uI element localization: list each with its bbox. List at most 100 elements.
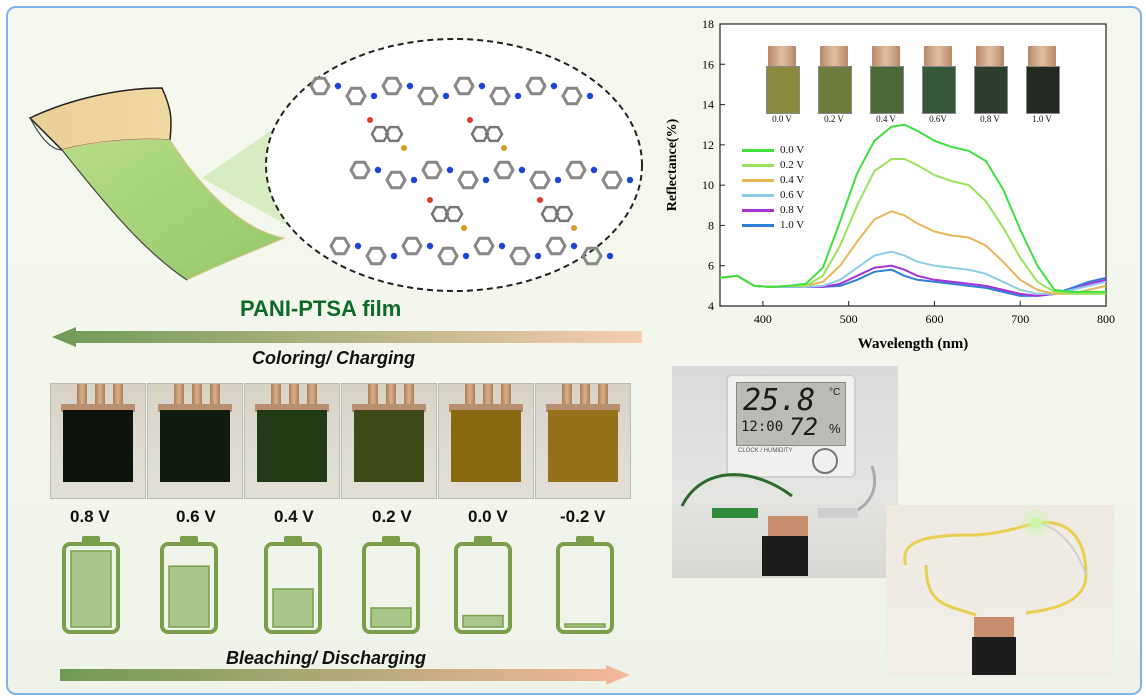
inset-label: 0.4 V (876, 114, 896, 124)
inset-strip: 1.0 V (1022, 46, 1062, 128)
legend-label: 0.2 V (780, 159, 805, 171)
y-tick-label: 18 (702, 17, 714, 31)
benzene-ring (381, 76, 403, 96)
sulfur-atom (501, 145, 507, 151)
inset-strip: 0.2 V (814, 46, 854, 128)
film-sample (160, 410, 230, 482)
ptsa-ring (370, 125, 390, 143)
inset-label: 0.2 V (824, 114, 844, 124)
benzene-ring (493, 160, 515, 180)
inset-film (870, 66, 904, 114)
inset-label: 0.8 V (980, 114, 1000, 124)
nitrogen-atom (478, 82, 486, 90)
figure-frame: PANI-PTSA film Coloring/ Charging Bleach… (6, 6, 1142, 695)
nitrogen-atom (410, 176, 418, 184)
ptsa-ring (540, 205, 560, 223)
nitrogen-atom (482, 176, 490, 184)
nitrogen-atom (370, 92, 378, 100)
benzene-ring (437, 246, 459, 266)
nitrogen-atom (406, 82, 414, 90)
legend-swatch (742, 163, 774, 167)
legend-swatch (742, 223, 774, 227)
benzene-ring (457, 170, 479, 190)
nitrogen-atom (462, 252, 470, 260)
sulfur-atom (461, 225, 467, 231)
inset-label: 1.0 V (1032, 114, 1052, 124)
legend-label: 1.0 V (780, 219, 805, 231)
nitrogen-atom (606, 252, 614, 260)
battery-fill (168, 565, 210, 628)
benzene-ring (473, 236, 495, 256)
benzene-ring (309, 76, 331, 96)
battery-icon (362, 536, 420, 634)
nitrogen-atom (354, 242, 362, 250)
inset-film (1026, 66, 1060, 114)
benzene-ring (525, 76, 547, 96)
voltage-label: 0.4 V (274, 507, 314, 526)
benzene-ring (329, 236, 351, 256)
benzene-ring (453, 76, 475, 96)
x-tick-label: 700 (1011, 312, 1029, 326)
y-axis-label: Reflectance(%) (665, 118, 680, 211)
inset-strip: 0.8 V (970, 46, 1010, 128)
nitrogen-atom (570, 242, 578, 250)
oxygen-atom (537, 197, 543, 203)
x-tick-label: 600 (925, 312, 943, 326)
time-readout: 12:00 (741, 419, 784, 435)
ptsa-ring (484, 125, 504, 143)
hygrometer-wires (680, 465, 877, 576)
nitrogen-atom (498, 242, 506, 250)
battery-icon (264, 536, 322, 634)
battery-fill (462, 614, 504, 628)
ptsa-ring (470, 125, 490, 143)
benzene-ring (365, 246, 387, 266)
x-axis-label: Wavelength (nm) (858, 336, 968, 352)
film-title: PANI-PTSA film (240, 296, 402, 321)
battery-fill (564, 623, 606, 628)
temperature-readout: 25.8 (743, 383, 816, 418)
film-sample (63, 410, 133, 482)
legend-swatch (742, 148, 774, 152)
benzene-ring (529, 170, 551, 190)
legend-entry: 0.8 V (742, 204, 804, 216)
hygrometer-body: 25.8 °C 12:00 72 % CLOCK / HUMIDITY (726, 374, 856, 478)
film-photo (147, 383, 243, 499)
nitrogen-atom (626, 176, 634, 184)
y-tick-label: 10 (702, 178, 714, 192)
inset-box: 0.0 V 0.2 V 0.4 V 0.6V 0.8 V 1.0 V (760, 24, 1074, 128)
voltage-label: 0.8 V (70, 507, 110, 526)
x-tick-label: 500 (840, 312, 858, 326)
y-tick-label: 16 (702, 57, 714, 71)
x-tick-label: 400 (754, 312, 772, 326)
nitrogen-atom (534, 252, 542, 260)
inset-strip: 0.4 V (866, 46, 906, 128)
series-line (719, 123, 1106, 293)
battery-icon (556, 536, 614, 634)
ptsa-ring (430, 205, 450, 223)
legend-swatch (742, 178, 774, 182)
nitrogen-atom (446, 166, 454, 174)
oxygen-atom (367, 117, 373, 123)
legend-label: 0.0 V (780, 144, 805, 156)
legend-entry: 0.6 V (742, 189, 804, 201)
molecular-structure (265, 38, 643, 292)
coloring-caption: Coloring/ Charging (252, 348, 415, 368)
battery-icon (160, 536, 218, 634)
voltage-label: 0.2 V (372, 507, 412, 526)
nitrogen-atom (550, 82, 558, 90)
nitrogen-atom (590, 166, 598, 174)
y-tick-label: 6 (708, 259, 714, 273)
battery-icon (62, 536, 120, 634)
y-tick-label: 14 (702, 98, 714, 112)
legend-swatch (742, 208, 774, 212)
inset-film (922, 66, 956, 114)
hygrometer-brand: CLOCK / HUMIDITY (738, 448, 793, 454)
x-tick-label: 800 (1097, 312, 1115, 326)
nitrogen-atom (442, 92, 450, 100)
legend-label: 0.8 V (780, 204, 805, 216)
benzene-ring (565, 160, 587, 180)
nitrogen-atom (514, 92, 522, 100)
sulfur-atom (401, 145, 407, 151)
legend-entry: 0.0 V (742, 144, 804, 156)
hygrometer-knob-icon (812, 448, 838, 474)
